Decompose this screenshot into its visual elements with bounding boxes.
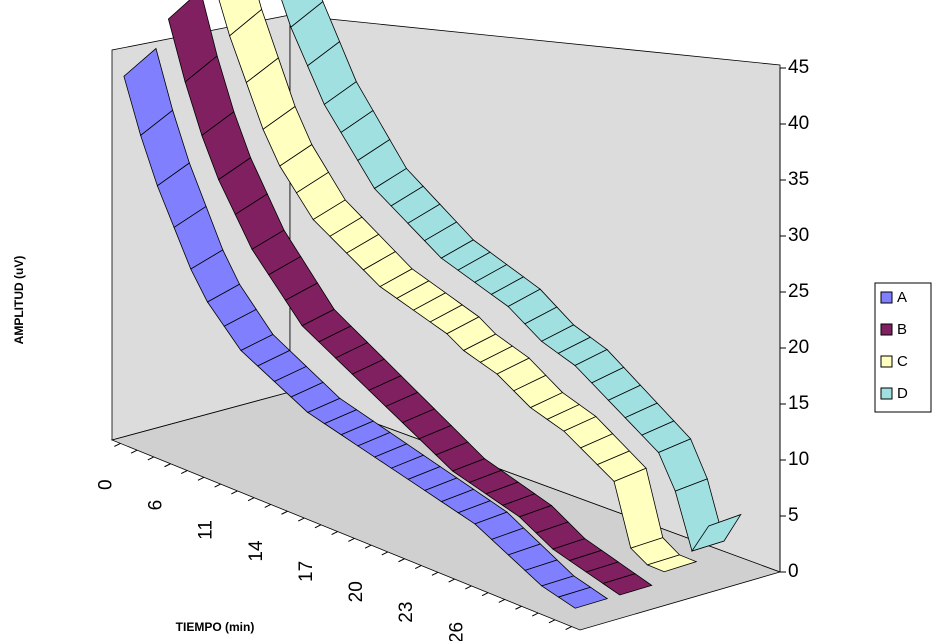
x-tick xyxy=(114,442,121,447)
y-tick-label: 20 xyxy=(788,337,809,358)
x-tick xyxy=(147,456,155,461)
x-tick xyxy=(314,524,322,529)
x-tick-label: 11 xyxy=(196,520,217,540)
x-tick xyxy=(247,497,255,502)
ribbon-segment xyxy=(646,554,698,573)
x-tick-label: 17 xyxy=(296,561,317,582)
legend-swatch xyxy=(880,355,893,368)
x-tick xyxy=(531,612,539,617)
x-tick xyxy=(264,504,272,508)
x-tick xyxy=(431,571,439,576)
x-tick xyxy=(231,490,238,495)
y-tick-label: 25 xyxy=(788,281,809,302)
y-tick-label: 10 xyxy=(788,449,809,470)
y-tick-label: 0 xyxy=(788,561,799,582)
y-axis-title: AMPLITUD (uV) xyxy=(12,256,26,345)
x-tick-label: 6 xyxy=(146,500,167,511)
legend-swatch xyxy=(880,291,893,304)
x-tick-label: 20 xyxy=(346,581,367,602)
legend-label: B xyxy=(897,321,907,338)
x-tick xyxy=(398,558,405,563)
x-tick xyxy=(465,585,472,590)
ribbon-segment xyxy=(557,586,609,609)
legend-label: D xyxy=(897,385,908,402)
y-tick-label: 30 xyxy=(788,225,809,246)
x-tick-label: 23 xyxy=(396,602,417,623)
legend-swatch xyxy=(880,323,893,336)
x-tick xyxy=(414,565,422,569)
ribbon-segment xyxy=(691,513,742,552)
x-tick xyxy=(448,578,455,583)
x-tick xyxy=(515,605,522,610)
x-tick xyxy=(197,476,205,481)
x-tick xyxy=(565,626,572,631)
x-tick xyxy=(214,483,221,488)
x-tick xyxy=(281,510,288,515)
x-tick xyxy=(331,531,338,536)
x-tick xyxy=(348,537,355,542)
y-tick-label: 35 xyxy=(788,169,809,190)
legend-label: A xyxy=(897,289,907,306)
x-tick xyxy=(498,599,506,603)
x-tick xyxy=(180,470,188,474)
x-tick-label: 14 xyxy=(246,540,267,562)
x-tick xyxy=(297,517,305,522)
x-tick xyxy=(164,463,171,468)
x-tick xyxy=(130,449,138,454)
legend-label: C xyxy=(897,353,908,370)
ribbon-segment xyxy=(602,573,653,596)
y-tick-label: 15 xyxy=(788,393,809,414)
y-tick-label: 45 xyxy=(788,57,809,78)
x-tick xyxy=(481,592,489,597)
x-tick-label: 26 xyxy=(446,622,467,641)
x-tick-label: 0 xyxy=(95,479,116,490)
x-tick xyxy=(381,551,389,556)
x-tick xyxy=(364,544,372,549)
legend-swatch xyxy=(880,387,893,400)
x-axis-title: TIEMPO (min) xyxy=(176,620,255,634)
x-tick xyxy=(548,619,556,624)
y-tick-label: 5 xyxy=(788,505,799,526)
y-tick-label: 40 xyxy=(788,113,809,134)
